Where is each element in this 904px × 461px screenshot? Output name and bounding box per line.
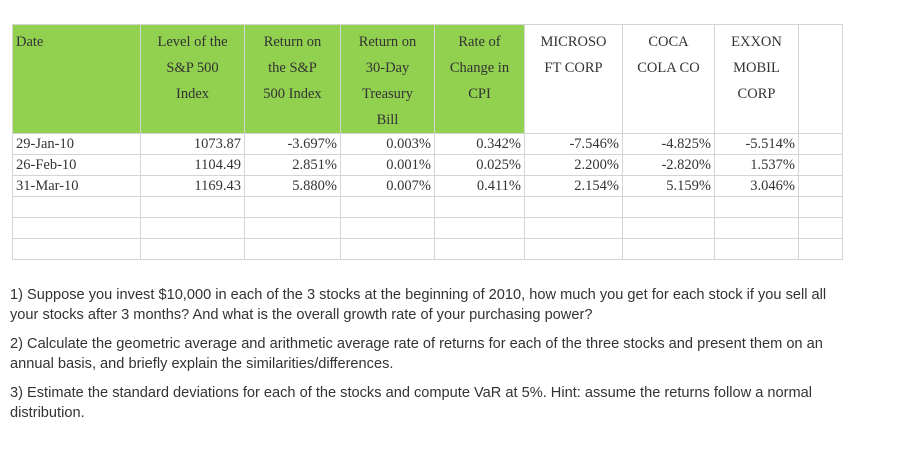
question-3: 3) Estimate the standard deviations for … [10, 385, 812, 421]
cell-empty [714, 217, 799, 239]
cell: -5.514% [714, 133, 799, 155]
cell: 1073.87 [140, 133, 245, 155]
cell: 1.537% [714, 154, 799, 176]
header-tbill-return: Return on 30-Day Treasury Bill [340, 24, 435, 134]
question-1: 1) Suppose you invest $10,000 in each of… [10, 287, 827, 323]
returns-table: Date Level of the S&P 500 Index Return o… [12, 24, 843, 260]
cell-empty [798, 238, 843, 260]
header-line: Index [175, 86, 209, 102]
header-line: the S&P [268, 60, 317, 76]
header-line: Treasury [361, 86, 414, 102]
cell-empty [434, 238, 525, 260]
cell: 0.007% [340, 175, 435, 197]
cell-date: 29-Jan-10 [12, 133, 141, 155]
header-line: Level of the [157, 34, 228, 50]
cell: -3.697% [244, 133, 341, 155]
cell-empty [714, 238, 799, 260]
header-line: EXXON [731, 34, 782, 50]
cell-empty [798, 196, 843, 218]
cell-empty [244, 217, 341, 239]
cell-date: 26-Feb-10 [12, 154, 141, 176]
question-2: 2) Calculate the geometric average and a… [10, 336, 823, 372]
header-row: Date Level of the S&P 500 Index Return o… [12, 24, 843, 134]
cell: 0.001% [340, 154, 435, 176]
cell-empty [340, 238, 435, 260]
cell-date: 31-Mar-10 [12, 175, 141, 197]
header-line: COLA CO [637, 60, 700, 76]
header-cocacola: COCA COLA CO [622, 24, 715, 134]
header-line: Rate of [458, 34, 501, 50]
cell: 5.880% [244, 175, 341, 197]
cell: 2.851% [244, 154, 341, 176]
cell-empty [622, 238, 715, 260]
empty-row [12, 196, 843, 218]
questions: 1) Suppose you invest $10,000 in each of… [10, 285, 850, 432]
cell-empty [12, 217, 141, 239]
header-line: CORP [737, 86, 776, 102]
cell-empty [12, 238, 141, 260]
cell-empty [340, 217, 435, 239]
cell: 5.159% [622, 175, 715, 197]
cell: 2.154% [524, 175, 623, 197]
cell: 2.200% [524, 154, 623, 176]
cell: -4.825% [622, 133, 715, 155]
header-date-line: Date [16, 34, 44, 50]
cell-empty [714, 196, 799, 218]
cell-empty [798, 154, 843, 176]
header-line: Change in [449, 60, 510, 76]
cell-empty [524, 196, 623, 218]
cell-empty [524, 238, 623, 260]
empty-row [12, 217, 843, 239]
cell: 1104.49 [140, 154, 245, 176]
header-sp500-return: Return on the S&P 500 Index [244, 24, 341, 134]
cell: 0.003% [340, 133, 435, 155]
cell-empty [434, 217, 525, 239]
spreadsheet-table: Date Level of the S&P 500 Index Return o… [12, 24, 843, 260]
header-line: Return on [263, 34, 322, 50]
header-line: CPI [468, 86, 491, 102]
cell: 0.025% [434, 154, 525, 176]
cell-empty [434, 196, 525, 218]
cell-empty [798, 133, 843, 155]
header-line: Bill [376, 112, 399, 128]
cell-empty [140, 196, 245, 218]
table-row: 26-Feb-10 1104.49 2.851% 0.001% 0.025% 2… [12, 154, 843, 176]
header-line: 30-Day [365, 60, 410, 76]
cell-empty [622, 217, 715, 239]
header-exxon: EXXON MOBIL CORP [714, 24, 799, 134]
header-line: COCA [648, 34, 689, 50]
cell-empty [798, 217, 843, 239]
cell-empty [140, 217, 245, 239]
cell: 0.342% [434, 133, 525, 155]
empty-row [12, 238, 843, 260]
cell-empty [622, 196, 715, 218]
cell-empty [340, 196, 435, 218]
cell: -2.820% [622, 154, 715, 176]
cell-empty [12, 196, 141, 218]
header-line: Return on [358, 34, 417, 50]
header-line: MOBIL [733, 60, 780, 76]
header-line: MICROSO [540, 34, 607, 50]
table-row: 29-Jan-10 1073.87 -3.697% 0.003% 0.342% … [12, 133, 843, 155]
cell-empty [140, 238, 245, 260]
cell: -7.546% [524, 133, 623, 155]
cell-empty [798, 175, 843, 197]
header-empty [798, 24, 843, 134]
cell-empty [244, 196, 341, 218]
header-cpi: Rate of Change in CPI [434, 24, 525, 134]
cell: 0.411% [434, 175, 525, 197]
header-microsoft: MICROSO FT CORP [524, 24, 623, 134]
table-row: 31-Mar-10 1169.43 5.880% 0.007% 0.411% 2… [12, 175, 843, 197]
cell-empty [524, 217, 623, 239]
cell: 3.046% [714, 175, 799, 197]
header-line: 500 Index [263, 86, 322, 102]
cell: 1169.43 [140, 175, 245, 197]
cell-empty [244, 238, 341, 260]
header-date: Date [12, 24, 141, 134]
header-line: FT CORP [544, 60, 603, 76]
header-line: S&P 500 [166, 60, 219, 76]
header-sp500-level: Level of the S&P 500 Index [140, 24, 245, 134]
